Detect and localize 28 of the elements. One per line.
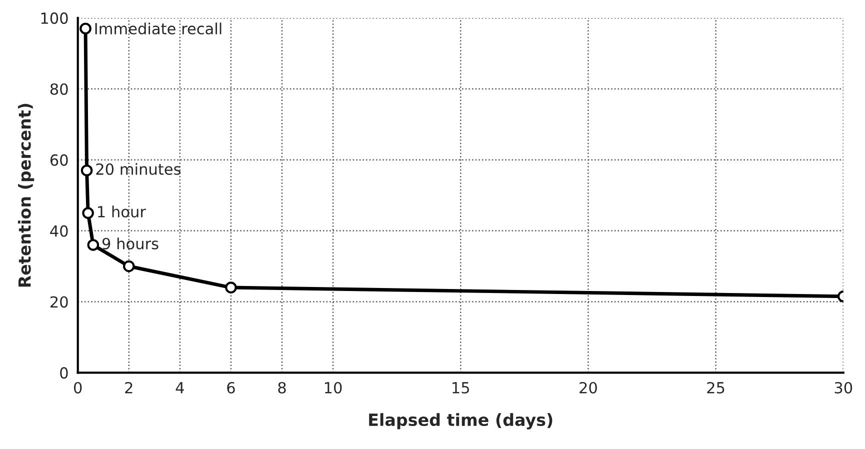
x-axis-title: Elapsed time (days)	[369, 413, 552, 430]
annotation: 9 hours	[102, 238, 158, 250]
y-tick-label: 60	[50, 154, 68, 166]
y-tick-label: 80	[50, 83, 68, 95]
annotation: Immediate recall	[95, 22, 222, 34]
point	[80, 164, 93, 176]
y-tick-label: 0	[60, 367, 68, 379]
x-tick-label: 20	[580, 382, 597, 394]
y-tick-label: 100	[41, 12, 68, 24]
x-tick-label: 8	[278, 382, 286, 394]
x-tick-label: 15	[452, 382, 469, 394]
annotation: 1 hour	[98, 206, 146, 218]
x-tick-label: 25	[707, 382, 724, 394]
annotation: 20 minutes	[96, 163, 181, 175]
x-tick-label: 0	[74, 382, 82, 394]
y-tick-label: 20	[50, 296, 68, 308]
x-tick-label: 6	[227, 382, 235, 394]
x-tick-label: 10	[324, 382, 342, 394]
x-tick-label: 4	[176, 382, 184, 394]
point	[225, 282, 237, 294]
x-tick-label: 30	[834, 382, 852, 394]
point	[82, 207, 94, 219]
point	[122, 260, 135, 272]
point	[80, 22, 92, 35]
y-tick-label: 40	[50, 225, 68, 237]
x-tick-label: 2	[125, 382, 132, 394]
y-axis-title: Retention (percent)	[18, 104, 34, 287]
point	[87, 239, 100, 251]
